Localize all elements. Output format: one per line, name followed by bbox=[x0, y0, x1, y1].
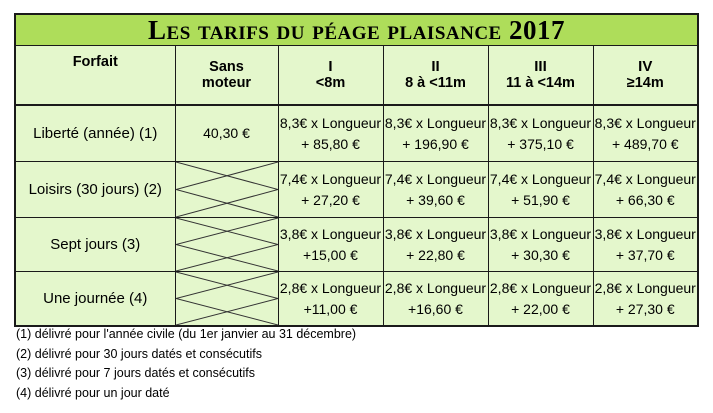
price-cell: 2,8€ x Longueur +16,60 € bbox=[382, 271, 489, 327]
header-forfait: Forfait bbox=[14, 45, 176, 106]
table-row: Sept jours (3) 3,8€ x Longueur +15,00 € 3… bbox=[14, 217, 699, 272]
price-cell: 3,8€ x Longueur +15,00 € bbox=[277, 217, 384, 272]
price-fixed: + 375,10 € bbox=[507, 135, 574, 152]
price-fixed: + 22,00 € bbox=[511, 300, 570, 317]
price-rate: 7,4€ x Longueur bbox=[384, 170, 487, 187]
header-cat1-range: <8m bbox=[315, 75, 346, 91]
table-row: Loisirs (30 jours) (2) 7,4€ x Longueur + … bbox=[14, 161, 699, 218]
table-row: Liberté (année) (1) 40,30 € 8,3€ x Longu… bbox=[14, 104, 699, 162]
price-cell: 3,8€ x Longueur + 22,80 € bbox=[382, 217, 489, 272]
not-applicable-cross bbox=[174, 271, 279, 327]
header-row: Forfait Sans moteur I <8m II 8 à <11m II… bbox=[14, 45, 699, 106]
price-rate: 8,3€ x Longueur bbox=[489, 114, 592, 131]
not-applicable-cross bbox=[174, 161, 279, 218]
tariff-table: Les tarifs du péage plaisance 2017 Forfa… bbox=[14, 13, 699, 327]
sans-moteur-price: 40,30 € bbox=[174, 104, 279, 162]
header-cat4: IV ≥14m bbox=[592, 45, 699, 106]
price-rate: 3,8€ x Longueur bbox=[594, 225, 696, 242]
price-rate: 8,3€ x Longueur bbox=[594, 114, 696, 131]
cross-icon bbox=[176, 272, 278, 325]
footnote: (2) délivré pour 30 jours datés et consé… bbox=[16, 346, 262, 361]
footnotes: (1) délivré pour l'année civile (du 1er … bbox=[16, 325, 356, 403]
header-cat1: I <8m bbox=[277, 45, 384, 106]
header-cat2-range: 8 à <11m bbox=[405, 75, 466, 91]
header-cat3-range: 11 à <14m bbox=[506, 75, 575, 91]
price-cell: 8,3€ x Longueur + 85,80 € bbox=[277, 104, 384, 162]
footnote: (1) délivré pour l'année civile (du 1er … bbox=[16, 327, 357, 341]
table-title: Les tarifs du péage plaisance 2017 bbox=[14, 13, 699, 46]
price-rate: 2,8€ x Longueur bbox=[384, 279, 487, 296]
header-cat2-roman: II bbox=[431, 58, 440, 75]
price-fixed: + 489,70 € bbox=[611, 135, 679, 152]
cross-icon bbox=[176, 162, 278, 217]
header-cat4-range: ≥14m bbox=[626, 75, 664, 91]
price-rate: 8,3€ x Longueur bbox=[384, 114, 487, 131]
price-cell: 2,8€ x Longueur +11,00 € bbox=[277, 271, 384, 327]
price-rate: 7,4€ x Longueur bbox=[489, 170, 592, 187]
price-cell: 3,8€ x Longueur + 37,70 € bbox=[592, 217, 699, 272]
price-cell: 7,4€ x Longueur + 39,60 € bbox=[382, 161, 489, 218]
price-fixed: +11,00 € bbox=[303, 300, 358, 317]
price-cell: 2,8€ x Longueur + 27,30 € bbox=[592, 271, 699, 327]
header-cat3-roman: III bbox=[534, 58, 547, 75]
tariff-table-container: Les tarifs du péage plaisance 2017 Forfa… bbox=[14, 13, 699, 327]
price-fixed: + 27,30 € bbox=[615, 300, 675, 317]
price-rate: 2,8€ x Longueur bbox=[279, 279, 382, 296]
price-rate: 3,8€ x Longueur bbox=[384, 225, 487, 242]
price-fixed: + 85,80 € bbox=[301, 135, 360, 152]
price-fixed: + 27,20 € bbox=[301, 191, 360, 208]
price-cell: 7,4€ x Longueur + 27,20 € bbox=[277, 161, 384, 218]
price-cell: 8,3€ x Longueur + 196,90 € bbox=[382, 104, 489, 162]
price-cell: 3,8€ x Longueur + 30,30 € bbox=[487, 217, 594, 272]
price-rate: 8,3€ x Longueur bbox=[279, 114, 382, 131]
table-row: Une journée (4) 2,8€ x Longueur +11,00 € … bbox=[14, 271, 699, 327]
price-rate: 7,4€ x Longueur bbox=[279, 170, 382, 187]
price-fixed: + 37,70 € bbox=[615, 246, 675, 263]
header-cat2: II 8 à <11m bbox=[382, 45, 489, 106]
row-label: Loisirs (30 jours) (2) bbox=[14, 161, 176, 218]
header-sans-moteur: Sans moteur bbox=[174, 45, 279, 106]
price-rate: 2,8€ x Longueur bbox=[594, 279, 696, 296]
price-rate: 2,8€ x Longueur bbox=[489, 279, 592, 296]
price-rate: 3,8€ x Longueur bbox=[279, 225, 382, 242]
header-sans-moteur-line1: Sans bbox=[209, 59, 244, 75]
price-fixed: +15,00 € bbox=[303, 246, 358, 263]
price-fixed: + 51,90 € bbox=[511, 191, 570, 208]
price-fixed: + 66,30 € bbox=[615, 191, 675, 208]
price-fixed: + 39,60 € bbox=[406, 191, 465, 208]
row-label: Liberté (année) (1) bbox=[14, 104, 176, 162]
price-cell: 8,3€ x Longueur + 489,70 € bbox=[592, 104, 699, 162]
price-fixed: + 22,80 € bbox=[406, 246, 465, 263]
price-rate: 7,4€ x Longueur bbox=[594, 170, 696, 187]
header-cat4-roman: IV bbox=[638, 58, 653, 75]
footnote: (3) délivré pour 7 jours datés et conséc… bbox=[16, 366, 256, 380]
price-cell: 2,8€ x Longueur + 22,00 € bbox=[487, 271, 594, 327]
header-sans-moteur-line2: moteur bbox=[201, 75, 252, 91]
price-fixed: +16,60 € bbox=[408, 300, 463, 317]
price-fixed: + 196,90 € bbox=[402, 135, 469, 152]
cross-icon bbox=[176, 218, 278, 271]
price-fixed: + 30,30 € bbox=[511, 246, 570, 263]
price-cell: 7,4€ x Longueur + 66,30 € bbox=[592, 161, 699, 218]
price-rate: 3,8€ x Longueur bbox=[489, 225, 592, 242]
row-label: Une journée (4) bbox=[14, 271, 176, 327]
header-cat1-roman: I bbox=[328, 58, 333, 75]
header-cat3: III 11 à <14m bbox=[487, 45, 594, 106]
row-label: Sept jours (3) bbox=[14, 217, 176, 272]
price-cell: 7,4€ x Longueur + 51,90 € bbox=[487, 161, 594, 218]
not-applicable-cross bbox=[174, 217, 279, 272]
price-cell: 8,3€ x Longueur + 375,10 € bbox=[487, 104, 594, 162]
footnote: (4) délivré pour un jour daté bbox=[16, 385, 170, 400]
